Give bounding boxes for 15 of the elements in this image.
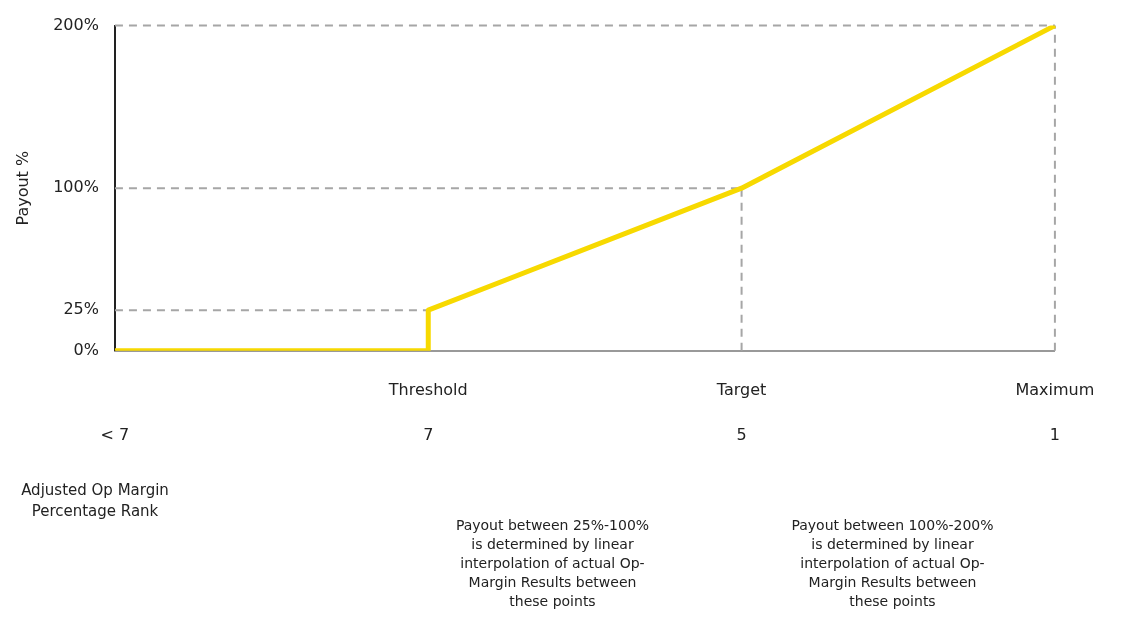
y-tick-label: 100% — [53, 177, 99, 197]
y-axis-title: Payout % — [12, 150, 32, 226]
x-tick-label: 7 — [423, 424, 434, 444]
x-tick-label: < 7 — [100, 424, 130, 444]
text: Payout between 100%-200% is determined by linear interpolation of actual Op-Margin Results between these points — [790, 516, 995, 611]
y-tick-label: 200% — [53, 14, 99, 34]
text: Payout between 25%-100% is determined by linear interpolation of actual Op-Margin Results between these points — [454, 516, 651, 611]
x-tick-label: 5 — [736, 424, 747, 444]
ref-line-label: Target — [715, 379, 767, 399]
annotation: Threshold — [387, 379, 468, 399]
ref-line-label: Maximum — [1015, 379, 1095, 399]
y-tick-label: 0% — [73, 339, 99, 359]
y-tick-label: 25% — [63, 299, 99, 319]
x-tick-label: 1 — [1049, 424, 1060, 444]
x-axis-title: Adjusted Op Margin Percentage Rank — [20, 480, 170, 522]
